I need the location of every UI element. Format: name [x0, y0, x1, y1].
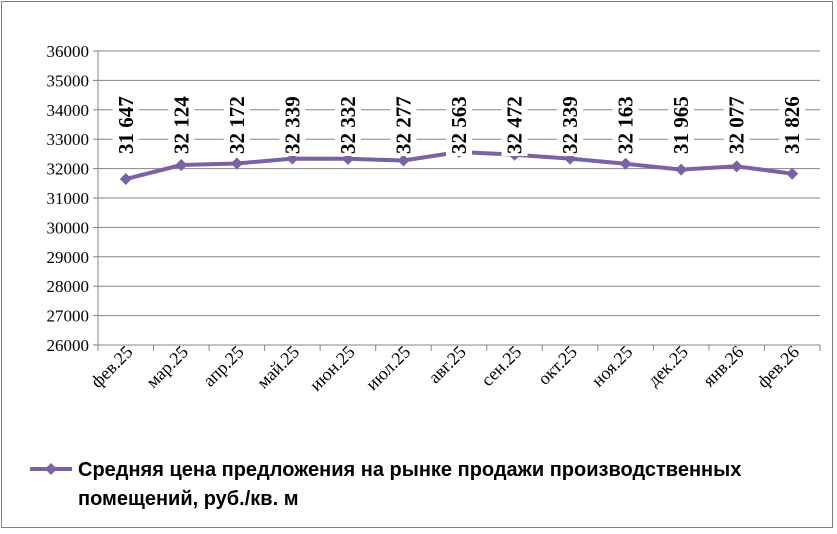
legend-diamond-marker: [45, 463, 57, 475]
y-axis-tick-labels: 26000 27000 28000 29000 30000 31000 32000 33000…: [47, 42, 90, 355]
data-point-marker: [786, 167, 799, 180]
axes: [93, 50, 821, 351]
data-label-background: [779, 94, 806, 156]
y-tick-label: 28000: [47, 277, 90, 296]
x-tick-label: сен.25: [477, 342, 525, 390]
data-label-background: [112, 94, 139, 156]
data-point-marker: [730, 160, 743, 173]
y-tick-label: 34000: [47, 101, 90, 120]
x-tick-label: фев.26: [753, 342, 803, 392]
y-tick-label: 26000: [47, 336, 90, 355]
data-label: 31 826: [780, 96, 804, 154]
data-label-background: [668, 94, 695, 156]
data-point-marker: [397, 154, 410, 167]
data-label: 32 332: [336, 96, 360, 154]
data-label: 32 563: [447, 96, 471, 154]
data-label-background: [723, 94, 750, 156]
x-tick-label: июл.25: [362, 342, 414, 394]
y-tick-label: 36000: [47, 42, 90, 61]
data-label-background: [334, 94, 361, 156]
gridlines: [98, 50, 820, 317]
y-tick-label: 35000: [47, 71, 90, 90]
y-tick-label: 27000: [47, 307, 90, 326]
x-tick-label: ноя.25: [588, 342, 637, 391]
x-tick-label: апр.25: [199, 342, 248, 391]
data-label: 32 077: [725, 96, 749, 154]
data-label-background: [390, 94, 417, 156]
data-label: 32 339: [558, 96, 582, 154]
legend-label-line-1: Средняя цена предложения на рынке продаж…: [78, 459, 741, 481]
data-label: 32 339: [280, 96, 304, 154]
data-label-background: [501, 94, 528, 156]
data-label: 32 277: [391, 96, 415, 154]
x-tick-label: дек.25: [644, 342, 692, 390]
data-label-background: [612, 94, 639, 156]
x-tick-label: май.25: [253, 342, 303, 392]
y-tick-label: 31000: [47, 189, 90, 208]
data-label: 32 124: [169, 96, 193, 154]
data-labels: 31 647 32 124 32 172 32 339 32 332 32 277 32 5…: [112, 93, 806, 156]
data-point-marker: [619, 157, 632, 170]
data-label-background: [168, 93, 195, 156]
y-tick-label: 30000: [47, 218, 90, 237]
data-point-marker: [675, 163, 688, 176]
x-tick-label: окт.25: [534, 342, 581, 389]
x-tick-label: июн.25: [306, 342, 359, 395]
legend: Средняя цена предложения на рынке продаж…: [30, 459, 741, 510]
data-label: 32 472: [503, 96, 527, 154]
data-label: 32 172: [225, 96, 249, 154]
y-tick-label: 29000: [47, 248, 90, 267]
y-tick-label: 33000: [47, 130, 90, 149]
x-tick-label: фев.25: [87, 342, 137, 392]
data-label-background: [557, 94, 584, 156]
data-label: 31 647: [114, 96, 138, 154]
data-point-marker: [230, 157, 243, 170]
x-axis-tick-labels: фев.25 мар.25 апр.25 май.25 июн.25 июл.25 авг.…: [87, 342, 803, 395]
data-label-background: [279, 94, 306, 156]
data-label: 31 965: [669, 96, 693, 154]
legend-label-line-2: помещений, руб./кв. м: [78, 488, 299, 510]
data-point-marker: [175, 158, 188, 171]
data-point-marker: [119, 172, 132, 185]
x-tick-label: мар.25: [142, 342, 192, 392]
y-tick-label: 32000: [47, 160, 90, 179]
data-label-background: [446, 94, 472, 156]
data-label: 32 163: [614, 96, 638, 154]
data-label-background: [223, 94, 250, 156]
x-tick-label: янв.26: [699, 342, 748, 391]
